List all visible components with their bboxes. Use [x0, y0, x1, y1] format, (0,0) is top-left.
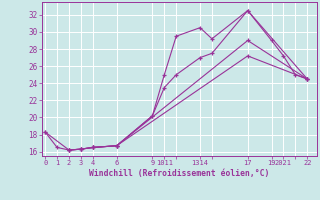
- X-axis label: Windchill (Refroidissement éolien,°C): Windchill (Refroidissement éolien,°C): [89, 169, 269, 178]
